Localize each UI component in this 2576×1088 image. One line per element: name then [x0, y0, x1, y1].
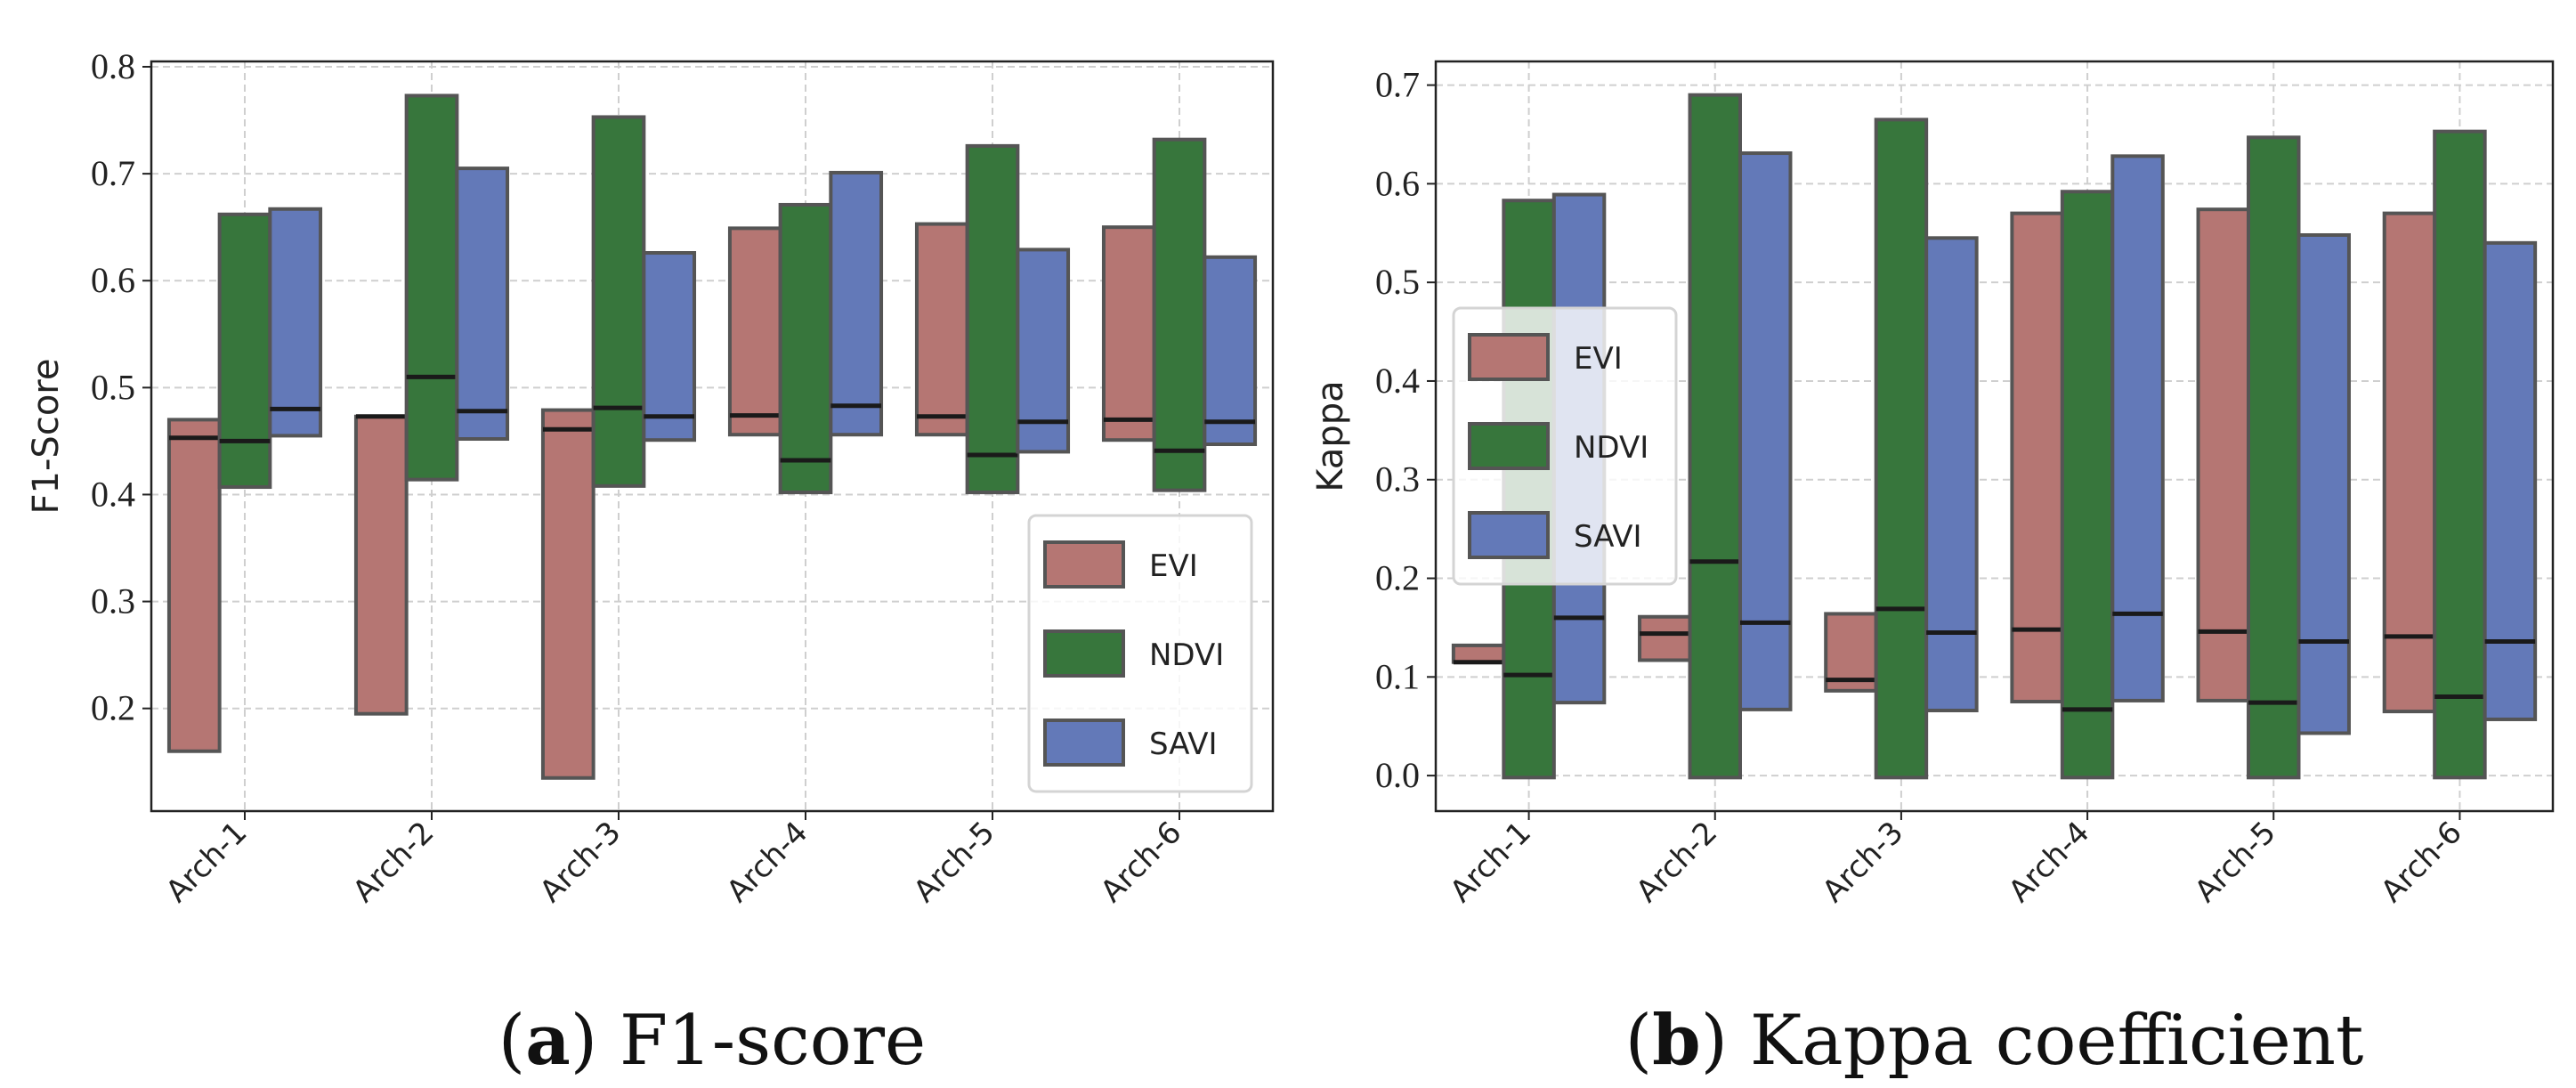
caption-paren-open: (: [1625, 1001, 1652, 1081]
legend-label-savi: SAVI: [1574, 519, 1642, 555]
bar-ndvi-arch-6: [1152, 137, 1207, 492]
bar-savi-arch-2: [1738, 151, 1793, 711]
legend-label-savi: SAVI: [1149, 727, 1218, 762]
bar-evi-arch-1: [166, 418, 222, 753]
y-tick-label: 0.7: [1375, 65, 1420, 105]
bar-evi-arch-5: [2196, 207, 2251, 702]
legend-swatch-savi: [1468, 511, 1550, 559]
y-tick-label: 0.6: [1375, 163, 1420, 203]
caption-letter: a: [525, 1000, 571, 1081]
x-tick-label: Arch-6: [1094, 815, 1189, 910]
legend-label-evi: EVI: [1574, 341, 1623, 377]
bar-evi-arch-4: [2010, 211, 2064, 704]
bar-ndvi-arch-3: [591, 115, 646, 488]
legend: EVI NDVI SAVI: [1452, 306, 1678, 586]
caption-letter: b: [1652, 1000, 1701, 1081]
bar-evi-arch-1: [1451, 643, 1506, 664]
bar-savi-arch-5: [1016, 248, 1071, 454]
y-axis-label: Kappa: [1310, 380, 1351, 491]
legend-swatch-ndvi: [1043, 629, 1125, 678]
legend-label-evi: EVI: [1149, 548, 1198, 584]
subfigure-caption: (b) Kappa coefficient: [1625, 1000, 2364, 1081]
legend-swatch-ndvi: [1468, 422, 1550, 470]
caption-paren-close: ): [1701, 1001, 1750, 1081]
bar-ndvi-arch-2: [1688, 93, 1742, 780]
legend: EVI NDVI SAVI: [1027, 514, 1253, 793]
bar-ndvi-arch-3: [1874, 118, 1929, 780]
x-tick-label: Arch-2: [346, 815, 441, 910]
bar-savi-arch-2: [455, 166, 510, 442]
caption-text: Kappa coefficient: [1750, 1001, 2363, 1081]
x-tick-label: Arch-4: [720, 815, 815, 910]
y-tick-label: 0.3: [91, 581, 135, 621]
bar-savi-arch-6: [2483, 240, 2538, 721]
x-tick-label: Arch-1: [1443, 815, 1538, 910]
legend-label-ndvi: NDVI: [1149, 637, 1224, 673]
legend-swatch-evi: [1468, 333, 1550, 381]
x-tick-label: Arch-3: [1816, 815, 1911, 910]
x-tick-label: Arch-5: [2188, 815, 2283, 910]
x-tick-label: Arch-1: [159, 815, 255, 910]
bar-savi-arch-6: [1203, 255, 1258, 447]
y-tick-label: 0.2: [1375, 558, 1420, 598]
x-tick-label: Arch-3: [533, 815, 628, 910]
legend-swatch-savi: [1043, 719, 1125, 767]
y-tick-label: 0.0: [1375, 755, 1420, 795]
bar-savi-arch-3: [1924, 236, 1979, 712]
y-axis-label: F1-Score: [26, 359, 67, 515]
bar-evi-arch-2: [1638, 614, 1692, 662]
bar-savi-arch-3: [642, 251, 697, 443]
caption-paren-close: ): [571, 1001, 620, 1081]
y-tick-label: 0.4: [91, 474, 135, 514]
bar-evi-arch-2: [353, 414, 409, 716]
x-tick-label: Arch-2: [1630, 815, 1725, 910]
bar-savi-arch-4: [829, 170, 884, 437]
y-tick-label: 0.1: [1375, 656, 1420, 696]
y-tick-label: 0.5: [1375, 262, 1420, 302]
bar-ndvi-arch-1: [217, 212, 272, 490]
bar-ndvi-arch-4: [2060, 190, 2115, 780]
bar-ndvi-arch-5: [965, 143, 1020, 495]
y-tick-label: 0.3: [1375, 459, 1420, 499]
x-tick-label: Arch-6: [2374, 815, 2469, 910]
bar-evi-arch-4: [727, 226, 782, 437]
bar-ndvi-arch-2: [404, 93, 459, 482]
bar-evi-arch-6: [1101, 225, 1156, 443]
bar-savi-arch-4: [2110, 154, 2165, 702]
axes-frame: [150, 60, 1275, 813]
axes-frame: [1434, 60, 2555, 813]
x-tick-label: Arch-4: [2002, 815, 2097, 910]
chart-panel-a: 0.2 0.3 0.4 0.5 0.6 0.7 0.8 Arch-1 Arch-2 Arch-3 A…: [26, 46, 1275, 1081]
caption-text: F1-score: [620, 1001, 926, 1081]
chart-panel-b: 0.0 0.1 0.2 0.3 0.4 0.5 0.6 0.7 Arch-1 Arch-2 Arch…: [1310, 60, 2555, 1081]
y-tick-label: 0.4: [1375, 361, 1420, 401]
x-tick-label: Arch-5: [907, 815, 1002, 910]
bar-ndvi-arch-5: [2247, 135, 2301, 780]
bar-evi-arch-3: [540, 408, 595, 780]
y-tick-label: 0.8: [91, 46, 135, 86]
y-tick-label: 0.6: [91, 260, 135, 300]
y-tick-label: 0.7: [91, 153, 135, 193]
caption-paren-open: (: [498, 1001, 525, 1081]
y-tick-label: 0.2: [91, 688, 135, 728]
y-tick-label: 0.5: [91, 367, 135, 407]
bar-ndvi-arch-6: [2433, 129, 2487, 780]
legend-label-ndvi: NDVI: [1574, 430, 1648, 466]
bar-evi-arch-5: [914, 222, 969, 437]
bar-savi-arch-5: [2297, 232, 2351, 735]
bar-ndvi-arch-4: [778, 202, 833, 495]
subfigure-caption: (a) F1-score: [498, 1000, 926, 1081]
legend-swatch-evi: [1043, 540, 1125, 589]
bar-savi-arch-1: [268, 207, 323, 438]
